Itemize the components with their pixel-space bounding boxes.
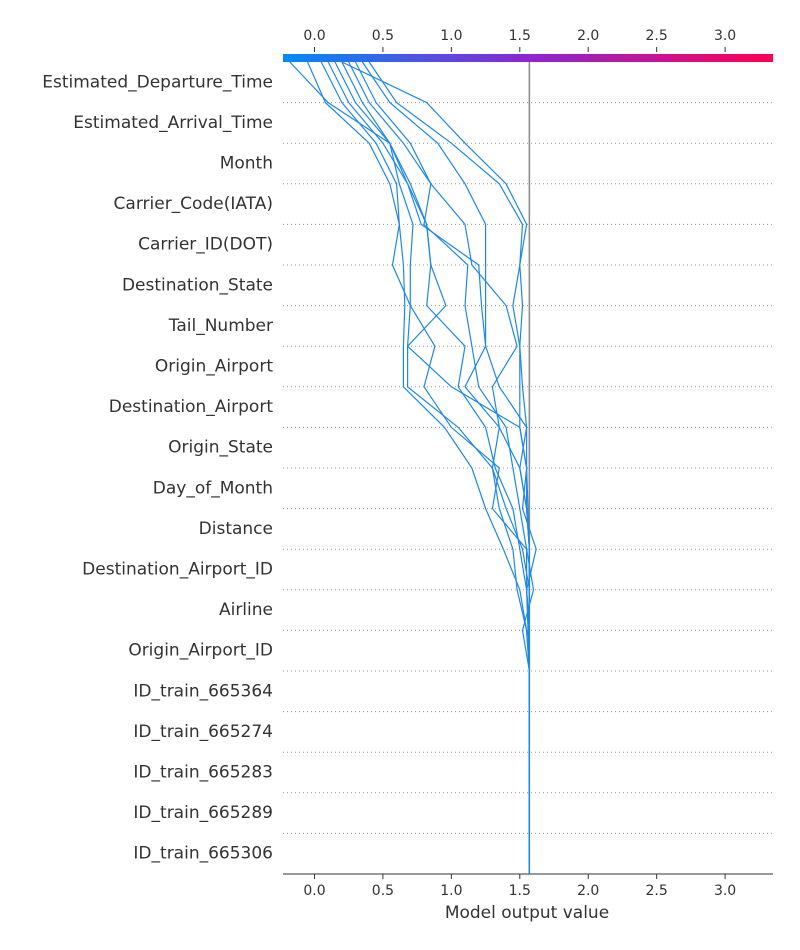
decision-line: [307, 61, 531, 874]
x-axis-label: Model output value: [445, 903, 609, 923]
feature-label: ID_train_665274: [133, 722, 273, 742]
feature-label: Distance: [199, 519, 273, 539]
feature-label: Airline: [219, 600, 273, 620]
x-tick-label-bottom: 0.5: [372, 883, 394, 899]
feature-label: Destination_Airport: [109, 397, 274, 417]
x-tick-label-top: 2.0: [577, 28, 599, 44]
feature-label: Tail_Number: [168, 316, 273, 336]
decision-line: [341, 61, 531, 874]
feature-label: Carrier_Code(IATA): [114, 194, 273, 214]
x-tick-label-bottom: 0.0: [303, 883, 325, 899]
x-tick-label-top: 0.5: [372, 28, 394, 44]
x-tick-label-top: 0.0: [303, 28, 325, 44]
x-tick-label-bottom: 2.5: [646, 883, 668, 899]
feature-label: Day_of_Month: [153, 478, 273, 498]
feature-label: Destination_Airport_ID: [82, 560, 273, 580]
axes: [283, 54, 773, 875]
feature-label: ID_train_665364: [133, 681, 273, 701]
feature-label: ID_train_665289: [133, 803, 273, 823]
x-tick-label-top: 1.5: [509, 28, 531, 44]
feature-label: Month: [220, 154, 273, 174]
decision-line: [334, 61, 531, 874]
x-tick-label-bottom: 1.5: [509, 883, 531, 899]
feature-label: Destination_State: [122, 275, 273, 295]
feature-label: ID_train_665283: [133, 763, 273, 783]
feature-label: Carrier_ID(DOT): [138, 235, 273, 255]
x-tick-label-bottom: 1.0: [440, 883, 462, 899]
feature-label: ID_train_665306: [133, 844, 273, 864]
series-lines: [289, 61, 537, 874]
colorbar: [283, 54, 773, 62]
x-tick-label-bottom: 2.0: [577, 883, 599, 899]
feature-label: Estimated_Arrival_Time: [73, 113, 273, 133]
feature-label: Estimated_Departure_Time: [42, 72, 273, 92]
feature-label: Origin_State: [168, 438, 273, 458]
feature-labels: Estimated_Departure_Time Estimated_Arriva…: [42, 72, 273, 863]
x-ticks: 0.0 0.0 0.5 0.5 1.0 1.0 1.5 1.5 2.0 2.0 2.5 2.5 3.0 3…: [303, 28, 736, 899]
gridlines: [283, 102, 773, 875]
feature-label: Origin_Airport: [155, 357, 273, 377]
x-tick-label-top: 2.5: [646, 28, 668, 44]
x-tick-label-bottom: 3.0: [714, 883, 736, 899]
feature-label: Origin_Airport_ID: [128, 641, 273, 661]
x-tick-label-top: 1.0: [440, 28, 462, 44]
decision-line: [289, 61, 531, 874]
x-tick-label-top: 3.0: [714, 28, 736, 44]
